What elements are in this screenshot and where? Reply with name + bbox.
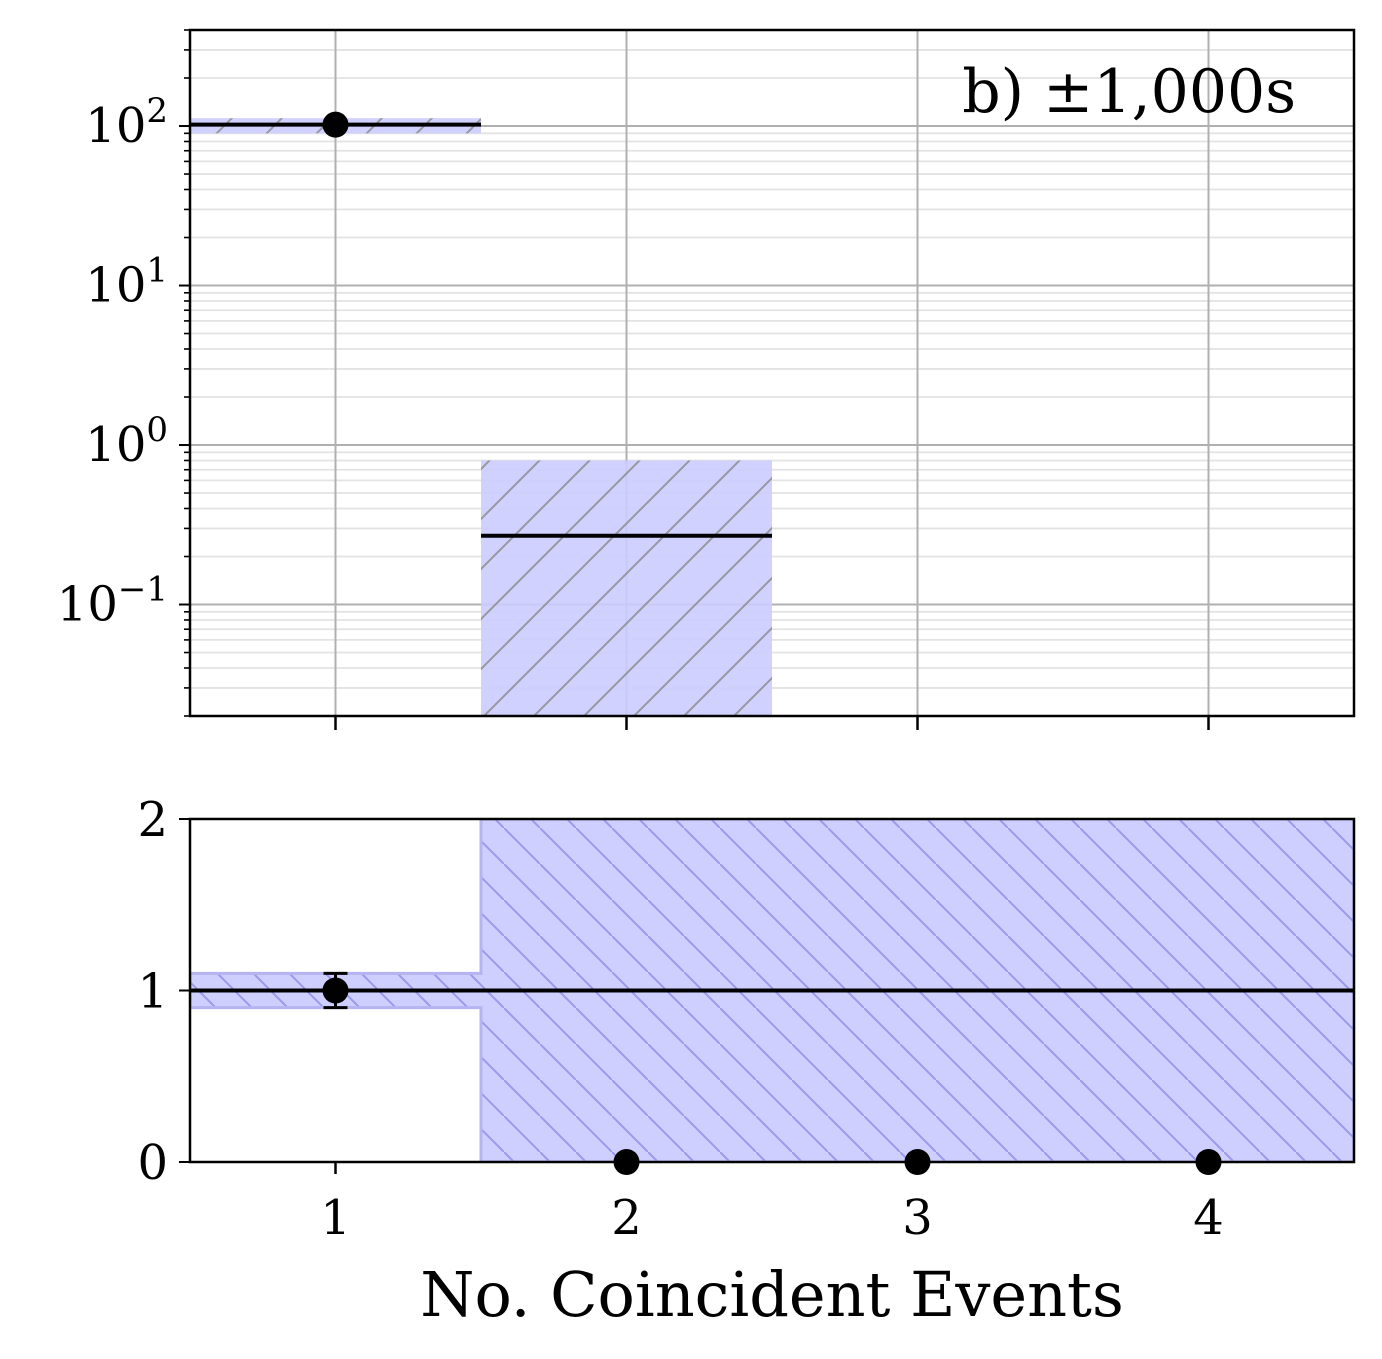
ratio-point xyxy=(322,977,349,1004)
x-tick-label: 4 xyxy=(1193,1190,1224,1246)
top-x-ticks xyxy=(334,716,1210,730)
top-observed-points xyxy=(322,111,349,138)
bottom-y-ticks: 0 1 2 xyxy=(137,792,190,1191)
y-tick-label: 1 xyxy=(137,964,168,1020)
y-tick-label: 101 xyxy=(85,251,168,314)
bottom-x-ticks: 1 2 3 4 xyxy=(320,1162,1224,1246)
ratio-band-outline xyxy=(190,819,1354,1162)
x-tick-label: 1 xyxy=(320,1190,351,1246)
y-tick-label: 0 xyxy=(137,1135,168,1191)
top-expected-bands xyxy=(190,118,772,716)
x-axis-title: No. Coincident Events xyxy=(420,1258,1124,1331)
panel-annotation: b) ±1,000s xyxy=(962,57,1296,127)
observed-point xyxy=(322,111,349,138)
top-axes-frame xyxy=(188,28,1356,718)
top-panel: 102 101 100 10−1 b) ±1,000s xyxy=(57,28,1356,730)
bottom-panel: 0 1 2 1 2 3 4 No. Coincident Events xyxy=(137,792,1356,1331)
y-tick-label: 102 xyxy=(85,91,168,154)
expected-band-hatch xyxy=(481,460,772,716)
y-tick-label: 2 xyxy=(137,792,168,848)
y-tick-label: 10−1 xyxy=(57,570,168,633)
x-tick-label: 2 xyxy=(611,1190,642,1246)
top-y-ticks: 102 101 100 10−1 xyxy=(57,29,190,717)
x-tick-label: 3 xyxy=(902,1190,933,1246)
y-tick-label: 100 xyxy=(85,410,168,473)
